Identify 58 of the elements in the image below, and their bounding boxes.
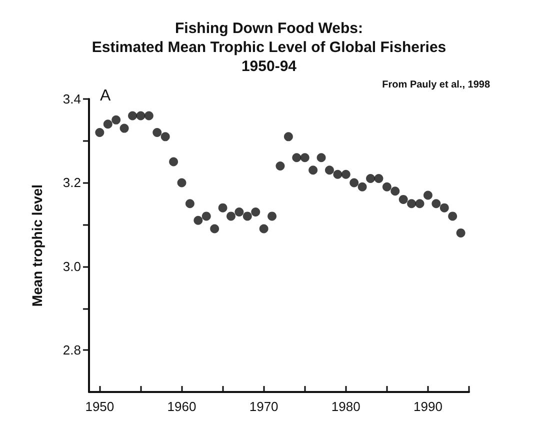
point: [194, 216, 203, 225]
point: [366, 174, 376, 184]
point: [432, 199, 441, 208]
point: [242, 212, 252, 221]
point: [448, 212, 458, 221]
point: [226, 212, 236, 221]
point: [284, 132, 293, 142]
point: [136, 111, 146, 120]
point: [300, 153, 310, 162]
point: [374, 174, 384, 184]
point: [218, 203, 228, 212]
y-tick-label: 3.4: [62, 92, 81, 106]
point: [177, 178, 186, 188]
x-tick-label: 1950: [85, 399, 114, 414]
x-tick-label: 1980: [331, 399, 360, 414]
point: [120, 124, 129, 133]
point: [415, 199, 424, 208]
point: [440, 203, 449, 212]
point: [423, 190, 432, 200]
point: [234, 208, 244, 217]
text: From Pauly et al., 1998: [382, 80, 490, 90]
point: [185, 199, 194, 208]
point: [276, 161, 285, 170]
point: [341, 170, 350, 179]
annotation: A: [100, 88, 111, 104]
point: [350, 178, 359, 188]
point: [398, 194, 408, 204]
point: [259, 224, 268, 234]
point: [169, 157, 178, 166]
point: [382, 182, 392, 192]
point: [251, 208, 260, 217]
x-tick-label: 1970: [249, 399, 278, 414]
point: [316, 153, 326, 162]
y-axis-title: Mean trophic level: [29, 184, 45, 307]
y-tick-label: 3.2: [62, 175, 81, 190]
point: [112, 115, 121, 124]
point: [128, 111, 137, 120]
chart-title: Fishing Down Food Webs: Estimated Mean Trophic Level of Global Fisheries 1950-94: [92, 20, 446, 75]
x-tick-label: 1990: [414, 399, 442, 414]
point: [390, 186, 400, 196]
point: [210, 224, 220, 234]
y-tick-label: 3.0: [62, 258, 81, 274]
y-tick-label: 2.8: [62, 342, 81, 358]
point: [324, 166, 334, 175]
point: [333, 170, 342, 179]
point: [160, 132, 170, 142]
x-tick-label: 1960: [167, 399, 196, 414]
point: [358, 182, 367, 192]
point: [103, 120, 112, 129]
point: [152, 128, 162, 137]
point: [456, 228, 466, 238]
point: [202, 212, 211, 221]
point: [95, 128, 104, 137]
point: [407, 199, 416, 208]
point: [308, 166, 318, 175]
point: [292, 153, 302, 162]
point: [268, 212, 277, 221]
point: [144, 111, 154, 120]
